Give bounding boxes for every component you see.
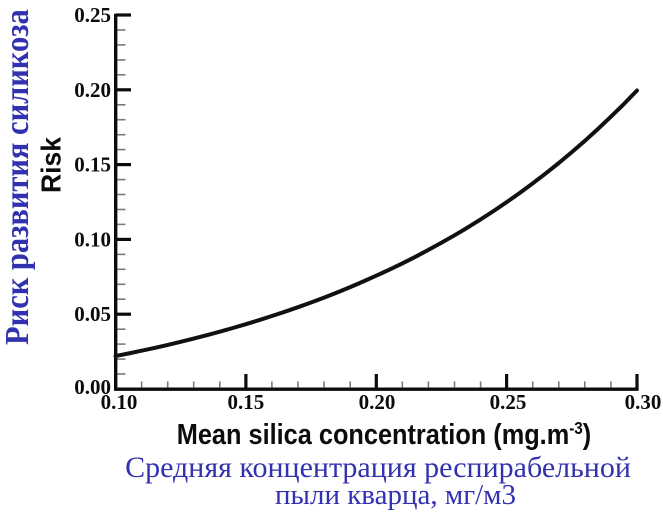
svg-text:0.25: 0.25 xyxy=(490,390,527,414)
svg-text:0.20: 0.20 xyxy=(74,78,111,102)
svg-text:Средняя концентрация респирабе: Средняя концентрация респирабельной xyxy=(125,451,631,484)
svg-text:0.15: 0.15 xyxy=(228,390,265,414)
svg-text:0.20: 0.20 xyxy=(359,390,396,414)
svg-text:0.00: 0.00 xyxy=(74,375,111,399)
svg-text:пыли кварца, мг/м3: пыли кварца, мг/м3 xyxy=(275,479,516,511)
svg-text:0.05: 0.05 xyxy=(74,302,111,326)
svg-text:0.30: 0.30 xyxy=(625,390,662,414)
svg-text:0.10: 0.10 xyxy=(74,227,111,251)
svg-text:Риск развития силикоза: Риск развития силикоза xyxy=(0,9,35,345)
svg-text:0.25: 0.25 xyxy=(74,3,111,27)
svg-text:Mean silica concentration (mg.: Mean silica concentration (mg.m-3) xyxy=(177,417,591,450)
svg-text:0.15: 0.15 xyxy=(74,153,111,177)
svg-text:Risk: Risk xyxy=(35,136,67,193)
svg-text:0.10: 0.10 xyxy=(101,390,138,414)
